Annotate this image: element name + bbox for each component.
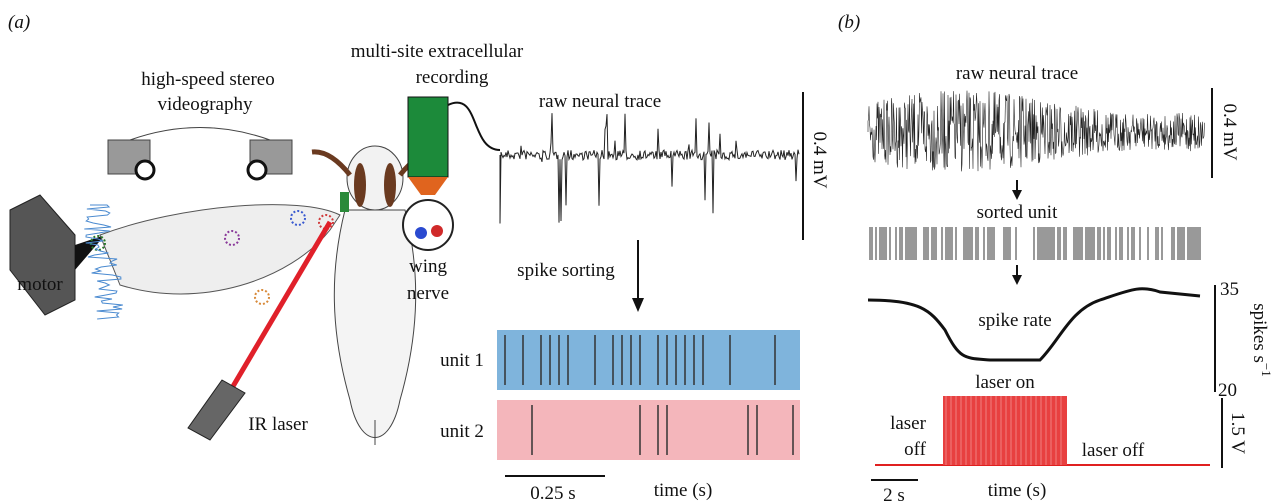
scale-label: 1.5 V (1227, 412, 1248, 454)
laser (187, 379, 246, 441)
motor-arm (75, 235, 105, 270)
scale-label: 0.4 mV (809, 132, 830, 189)
rate-curve (867, 287, 1201, 362)
label: time (s) (654, 480, 713, 501)
laser-pulses (943, 396, 1067, 465)
scale-label: spikes s−1 (1249, 303, 1272, 377)
wire (447, 101, 501, 151)
label: IR laser (248, 414, 308, 435)
label: unit 2 (440, 421, 484, 442)
neural-trace (499, 113, 800, 224)
label: motor (17, 274, 63, 295)
wing-trace (84, 204, 123, 320)
nerve-section (402, 199, 454, 251)
label: sorted unit (977, 202, 1058, 223)
label: recording (416, 67, 489, 88)
eye (384, 163, 396, 207)
eye (354, 163, 366, 207)
wing (99, 204, 341, 295)
label: raw neural trace (539, 91, 661, 112)
scale-label: 0.4 mV (1219, 104, 1240, 161)
unit-1-band (497, 330, 800, 390)
scale-label: 20 (1218, 380, 1237, 401)
neural-trace (867, 90, 1205, 172)
motor (9, 194, 76, 316)
label: spike rate (978, 310, 1051, 331)
unit-2-band (497, 400, 800, 460)
panel-label: (b) (838, 12, 860, 33)
axon (431, 225, 443, 237)
scale-label: 35 (1220, 279, 1239, 300)
arrowhead (632, 298, 644, 312)
arrowhead (1012, 190, 1022, 200)
camera-lens (246, 159, 268, 181)
marker (254, 289, 270, 305)
marker (290, 210, 306, 226)
label: spike sorting (517, 260, 615, 281)
camera-lens (134, 159, 156, 181)
label: laser off (1082, 440, 1145, 461)
axon (415, 227, 427, 239)
marker (224, 230, 240, 246)
panel-label: (a) (8, 12, 30, 33)
antenna (311, 149, 352, 177)
label: off (904, 439, 926, 460)
marker (90, 235, 106, 251)
unit-exponent: −1 (1259, 363, 1272, 377)
label: laser (890, 413, 927, 434)
camera-link (129, 127, 271, 141)
illustration (9, 88, 1223, 481)
electrode-small (340, 192, 349, 212)
moth-body (333, 209, 417, 438)
label: raw neural trace (956, 63, 1078, 84)
label: nerve (407, 283, 449, 304)
label: unit 1 (440, 350, 484, 371)
scale-label: 2 s (883, 485, 905, 503)
traces (84, 90, 1205, 465)
electrode-tip (408, 177, 448, 195)
label: multi-site extracellular (351, 41, 524, 62)
laser-beam (229, 220, 333, 390)
label: high-speed stereo (141, 69, 274, 90)
arrowhead (1012, 275, 1022, 285)
scale-label: 0.25 s (530, 483, 575, 503)
label: laser on (975, 372, 1035, 393)
marker (318, 214, 334, 230)
unit: spikes s (1249, 303, 1270, 363)
electrode (407, 96, 449, 178)
label: time (s) (988, 480, 1047, 501)
label: wing (409, 256, 448, 277)
label: videography (158, 94, 253, 115)
